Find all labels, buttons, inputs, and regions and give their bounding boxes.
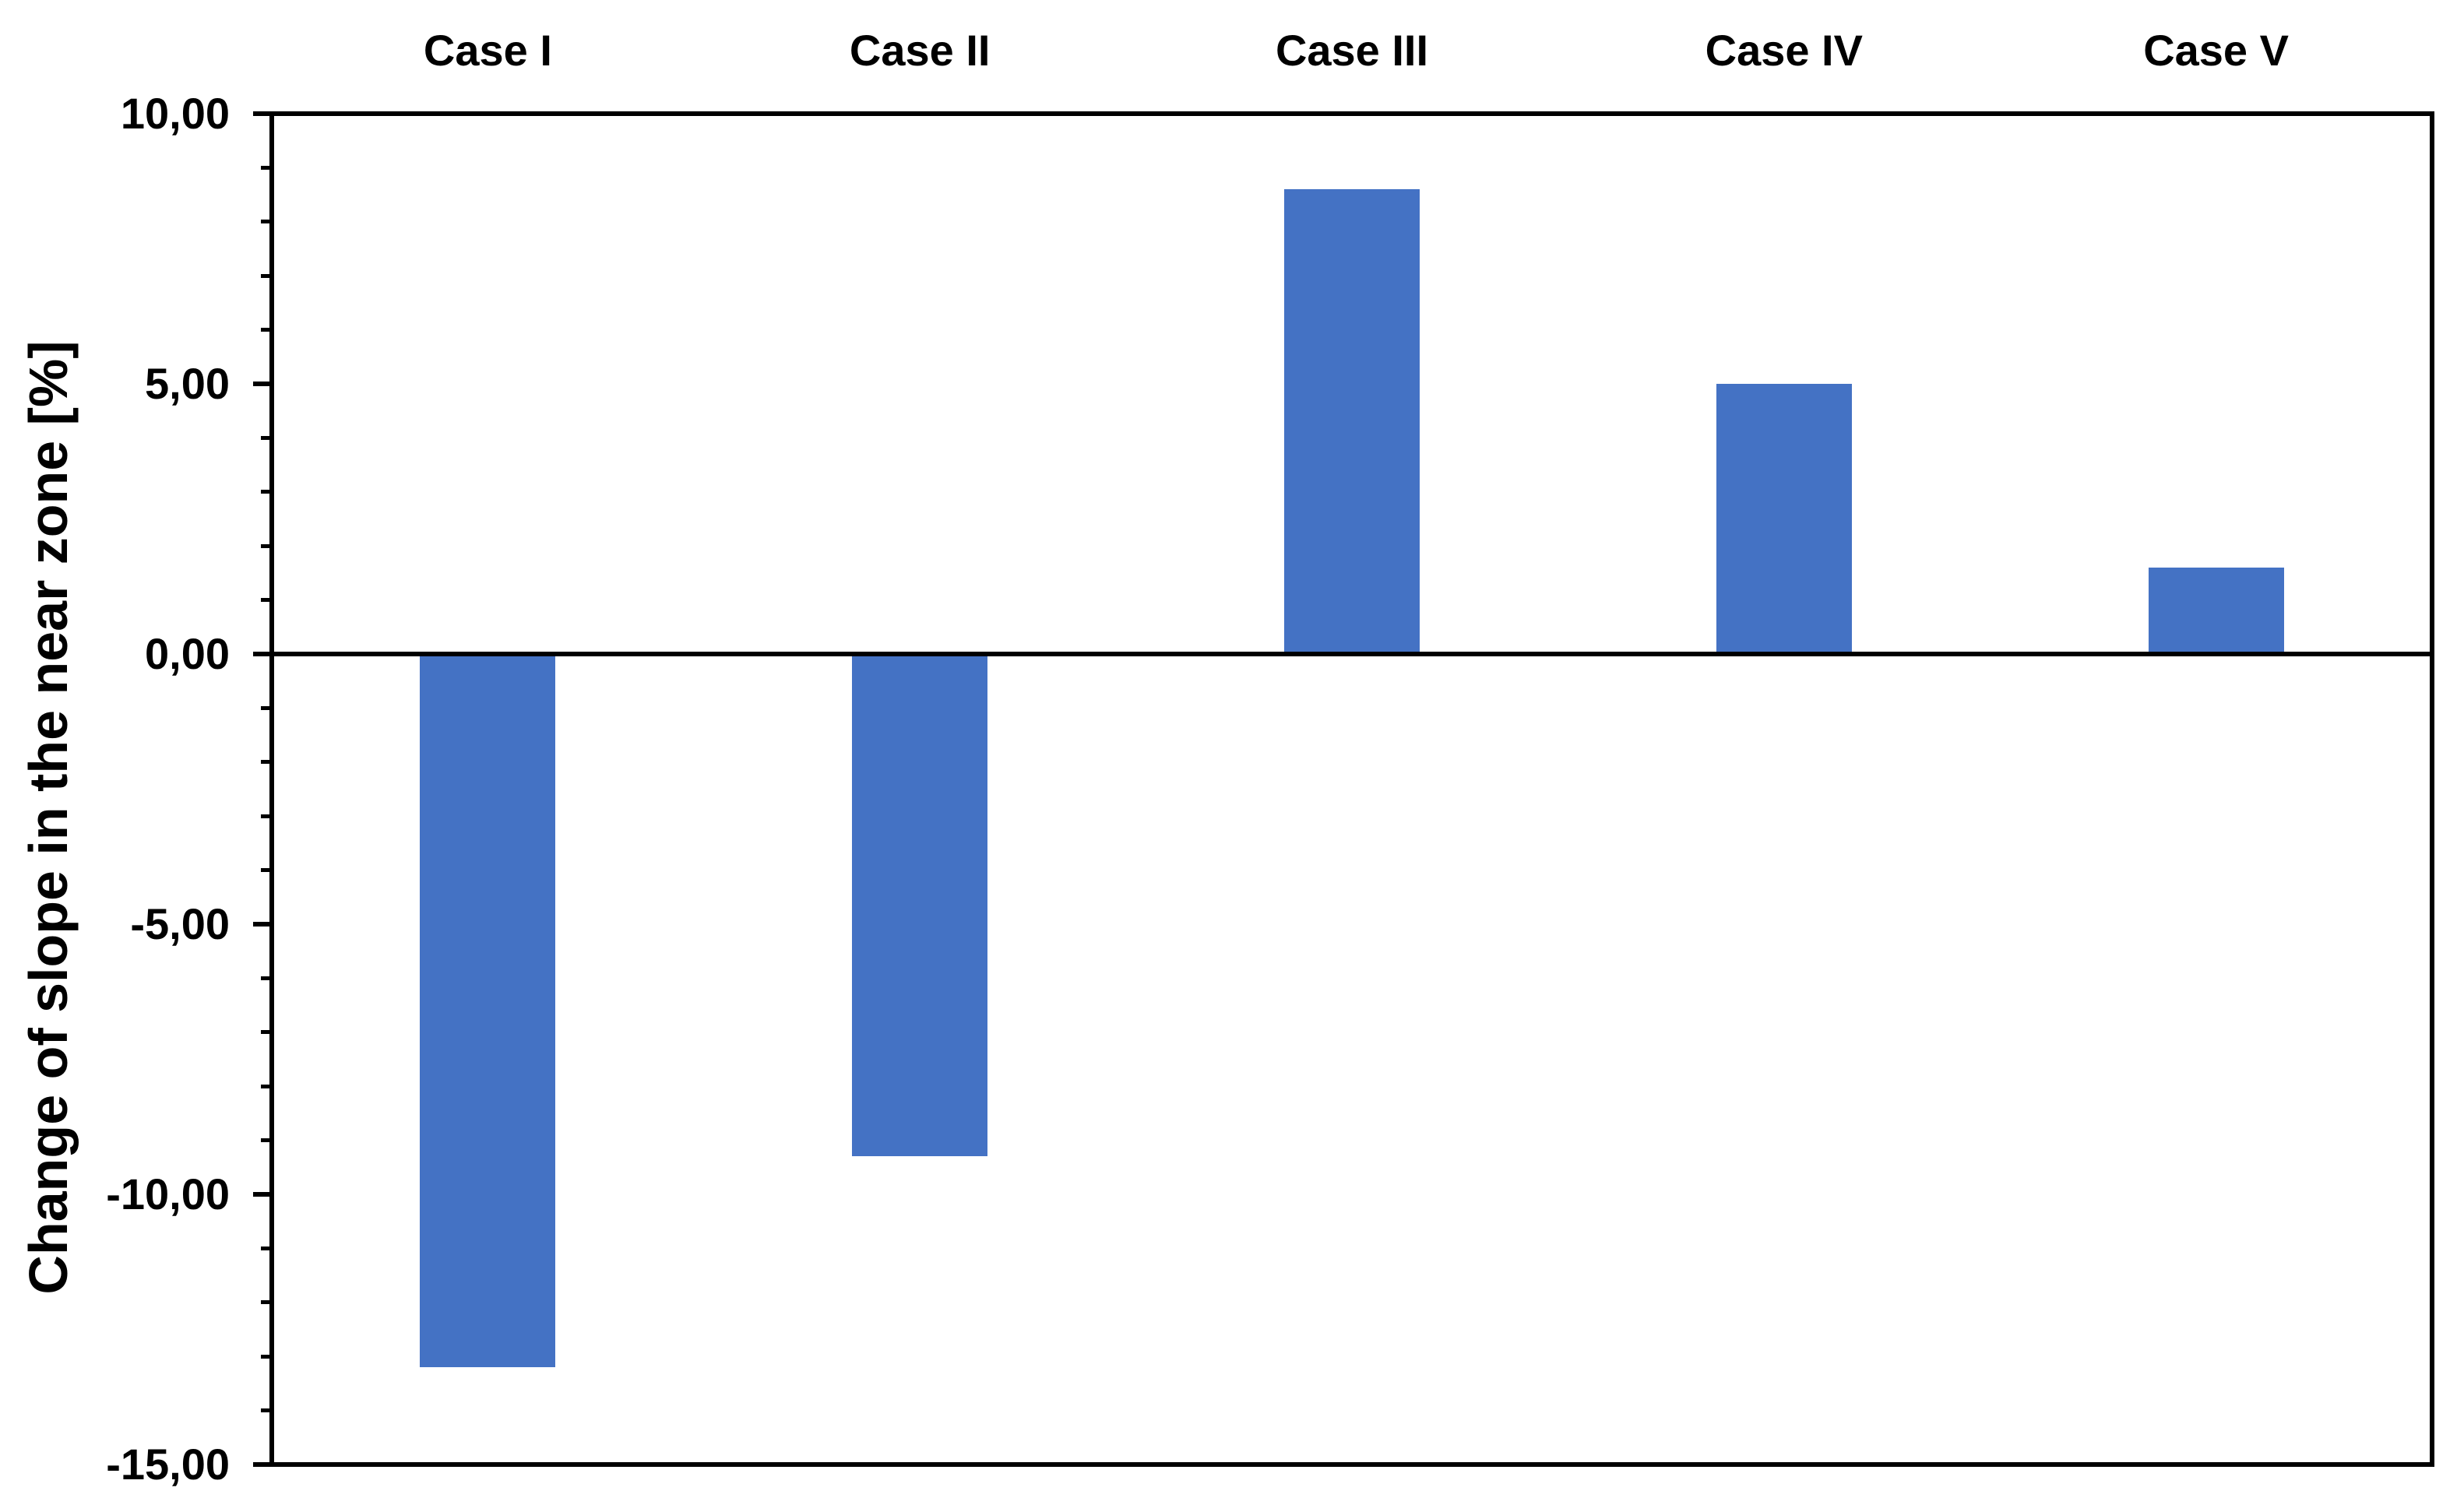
y-axis-minor-tick [261, 760, 272, 765]
y-axis-minor-tick [261, 868, 272, 873]
y-axis-minor-tick [261, 543, 272, 548]
y-axis-major-tick [253, 382, 272, 386]
y-axis-minor-tick [261, 328, 272, 332]
y-axis-major-tick [253, 1462, 272, 1467]
y-axis-tick-label: 5,00 [145, 359, 230, 408]
zero-axis-line [272, 652, 2432, 656]
bar-case-iii [1284, 189, 1420, 654]
y-axis-minor-tick [261, 1030, 272, 1035]
y-axis-tick-label: -15,00 [106, 1440, 230, 1489]
y-axis-minor-tick [261, 814, 272, 818]
y-axis-minor-tick [261, 490, 272, 494]
bar-case-v [2148, 567, 2284, 654]
y-axis-minor-tick [261, 220, 272, 224]
y-axis-major-tick [253, 111, 272, 116]
y-axis-minor-tick [261, 1138, 272, 1143]
y-axis-minor-tick [261, 1084, 272, 1088]
bar-case-i [420, 654, 556, 1368]
y-axis-minor-tick [261, 705, 272, 710]
y-axis-tick-label: -5,00 [130, 899, 230, 948]
category-label-case-v: Case V [2143, 26, 2289, 75]
y-axis-minor-tick [261, 976, 272, 980]
y-axis-minor-tick [261, 1354, 272, 1359]
category-label-case-ii: Case II [849, 26, 991, 75]
y-axis-minor-tick [261, 598, 272, 603]
y-axis-title: Change of slope in the near zone [%] [18, 340, 79, 1295]
category-label-case-i: Case I [423, 26, 552, 75]
y-axis-major-tick [253, 1192, 272, 1197]
y-axis-minor-tick [261, 165, 272, 170]
y-axis-tick-label: 10,00 [120, 89, 230, 138]
y-axis-minor-tick [261, 435, 272, 440]
y-axis-minor-tick [261, 273, 272, 278]
y-axis-major-tick [253, 922, 272, 927]
bar-case-iv [1716, 384, 1852, 654]
category-label-case-iv: Case IV [1705, 26, 1863, 75]
category-label-case-iii: Case III [1275, 26, 1429, 75]
y-axis-tick-label: -10,00 [106, 1169, 230, 1218]
bar-case-ii [852, 654, 988, 1157]
y-axis-tick-label: 0,00 [145, 629, 230, 678]
y-axis-major-tick [253, 652, 272, 656]
y-axis-minor-tick [261, 1300, 272, 1305]
y-axis-minor-tick [261, 1246, 272, 1250]
y-axis-minor-tick [261, 1408, 272, 1413]
